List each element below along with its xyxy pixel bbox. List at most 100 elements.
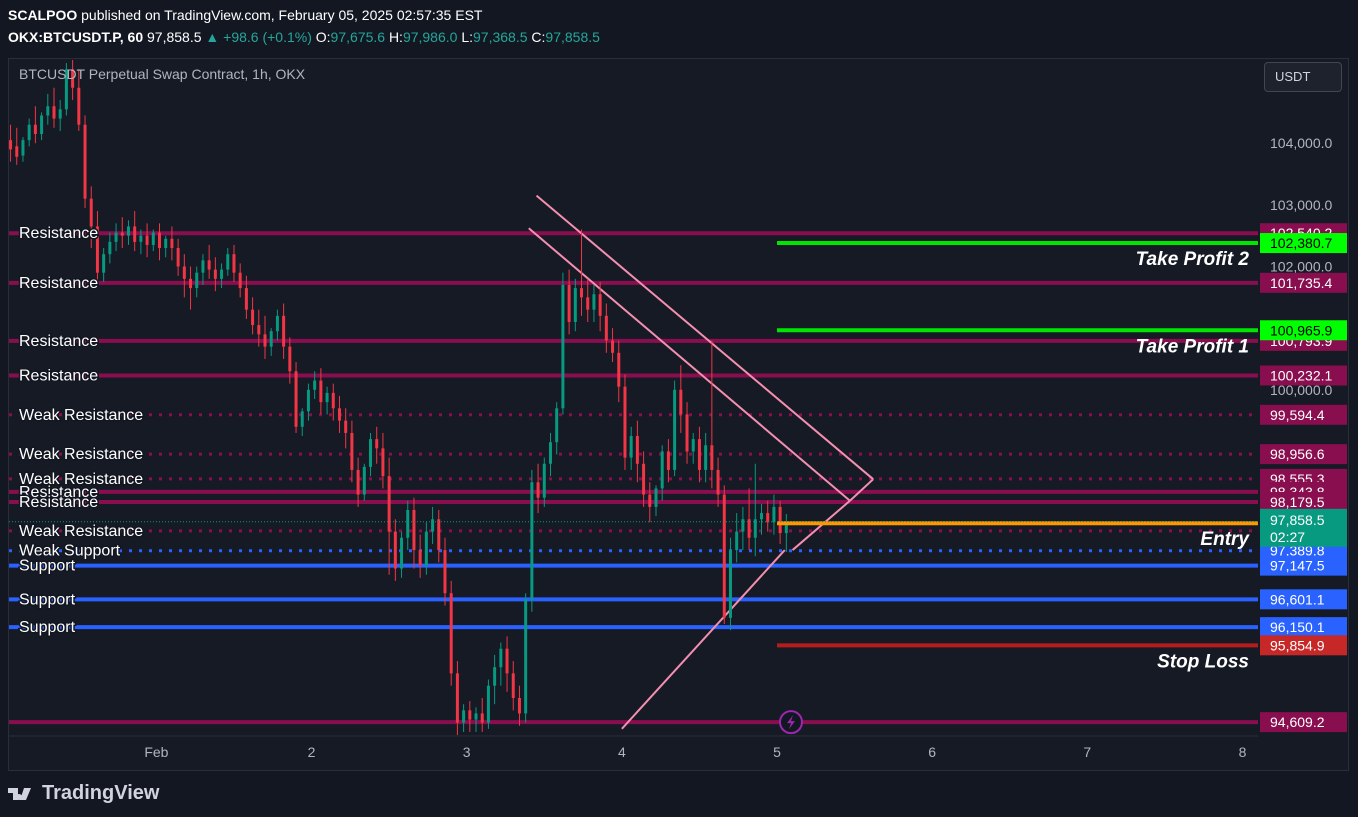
candle-body[interactable] xyxy=(126,226,130,236)
candle-body[interactable] xyxy=(294,371,298,427)
candle-body[interactable] xyxy=(362,466,366,495)
candle-body[interactable] xyxy=(52,106,56,119)
candle-body[interactable] xyxy=(573,288,577,322)
candle-body[interactable] xyxy=(244,288,248,310)
candle-body[interactable] xyxy=(530,482,534,600)
candle-body[interactable] xyxy=(766,513,770,523)
candle-body[interactable] xyxy=(158,232,162,249)
currency-button[interactable]: USDT xyxy=(1264,62,1342,92)
candle-body[interactable] xyxy=(660,451,664,489)
candle-body[interactable] xyxy=(468,710,472,720)
candle-body[interactable] xyxy=(269,331,273,347)
candle-body[interactable] xyxy=(375,439,379,449)
candle-body[interactable] xyxy=(486,685,490,723)
candle-body[interactable] xyxy=(58,109,62,119)
candle-body[interactable] xyxy=(400,537,404,569)
wedge-trendline[interactable] xyxy=(621,549,786,730)
candle-body[interactable] xyxy=(598,294,602,316)
candle-body[interactable] xyxy=(511,673,515,699)
candle-body[interactable] xyxy=(369,439,373,467)
candle-body[interactable] xyxy=(760,513,764,520)
candle-body[interactable] xyxy=(232,254,236,273)
candle-body[interactable] xyxy=(282,315,286,347)
candle-body[interactable] xyxy=(40,115,44,134)
candle-body[interactable] xyxy=(201,260,205,273)
candle-body[interactable] xyxy=(114,232,118,242)
candle-body[interactable] xyxy=(747,519,751,538)
candle-body[interactable] xyxy=(710,445,714,470)
plot-area[interactable] xyxy=(9,60,1258,735)
candle-body[interactable] xyxy=(71,69,75,88)
wedge-trendline[interactable] xyxy=(528,227,851,502)
candle-body[interactable] xyxy=(306,389,310,412)
candle-body[interactable] xyxy=(431,519,435,532)
candle-body[interactable] xyxy=(164,238,168,249)
candle-body[interactable] xyxy=(542,463,546,498)
candle-body[interactable] xyxy=(704,445,708,470)
candle-body[interactable] xyxy=(741,519,745,532)
wedge-trendline[interactable] xyxy=(849,478,874,502)
candle-body[interactable] xyxy=(195,272,199,289)
candle-body[interactable] xyxy=(325,392,329,403)
candle-body[interactable] xyxy=(784,521,788,534)
candle-body[interactable] xyxy=(182,266,186,279)
candle-body[interactable] xyxy=(648,494,652,507)
candle-body[interactable] xyxy=(64,69,68,110)
candle-body[interactable] xyxy=(499,648,503,668)
candle-body[interactable] xyxy=(654,488,658,507)
candle-body[interactable] xyxy=(139,235,143,242)
candle-body[interactable] xyxy=(102,254,106,273)
candle-body[interactable] xyxy=(288,346,292,372)
candle-body[interactable] xyxy=(642,463,646,495)
candle-body[interactable] xyxy=(257,325,261,335)
candle-body[interactable] xyxy=(728,550,732,618)
candle-body[interactable] xyxy=(331,392,335,409)
candle-body[interactable] xyxy=(313,380,317,390)
candle-body[interactable] xyxy=(586,297,590,310)
candle-body[interactable] xyxy=(120,232,124,236)
candle-body[interactable] xyxy=(716,469,720,495)
candle-body[interactable] xyxy=(592,294,596,310)
candle-body[interactable] xyxy=(189,278,193,289)
candle-body[interactable] xyxy=(33,124,37,134)
current-price-tag[interactable] xyxy=(1260,508,1347,547)
wedge-trendline[interactable] xyxy=(791,499,851,551)
candle-body[interactable] xyxy=(753,519,757,538)
candle-body[interactable] xyxy=(46,106,50,116)
candle-body[interactable] xyxy=(691,439,695,452)
candle-body[interactable] xyxy=(393,531,397,569)
candle-body[interactable] xyxy=(412,510,416,551)
candle-body[interactable] xyxy=(629,436,633,458)
candle-body[interactable] xyxy=(611,340,615,353)
candle-body[interactable] xyxy=(263,334,267,347)
candle-body[interactable] xyxy=(207,260,211,270)
candle-body[interactable] xyxy=(778,506,782,534)
candle-body[interactable] xyxy=(381,448,385,477)
candle-body[interactable] xyxy=(561,285,565,409)
candle-body[interactable] xyxy=(555,408,559,443)
candle-body[interactable] xyxy=(679,389,683,415)
candle-body[interactable] xyxy=(300,411,304,427)
candle-body[interactable] xyxy=(462,710,466,723)
candle-body[interactable] xyxy=(151,232,155,245)
candle-body[interactable] xyxy=(226,254,230,270)
candle-body[interactable] xyxy=(567,285,571,322)
candle-body[interactable] xyxy=(449,593,453,674)
candle-body[interactable] xyxy=(133,226,137,242)
candle-body[interactable] xyxy=(95,226,99,273)
candle-body[interactable] xyxy=(455,673,459,723)
candle-body[interactable] xyxy=(617,352,621,387)
candle-body[interactable] xyxy=(176,248,180,267)
candle-body[interactable] xyxy=(89,198,93,227)
candle-body[interactable] xyxy=(474,713,478,720)
candle-body[interactable] xyxy=(170,238,174,249)
candle-body[interactable] xyxy=(21,140,25,156)
candle-body[interactable] xyxy=(623,386,627,458)
candle-body[interactable] xyxy=(344,420,348,433)
candle-body[interactable] xyxy=(424,531,428,566)
candle-body[interactable] xyxy=(524,599,528,714)
candle-body[interactable] xyxy=(418,550,422,566)
candle-body[interactable] xyxy=(77,87,81,125)
candle-body[interactable] xyxy=(15,146,19,157)
candle-body[interactable] xyxy=(604,315,608,341)
